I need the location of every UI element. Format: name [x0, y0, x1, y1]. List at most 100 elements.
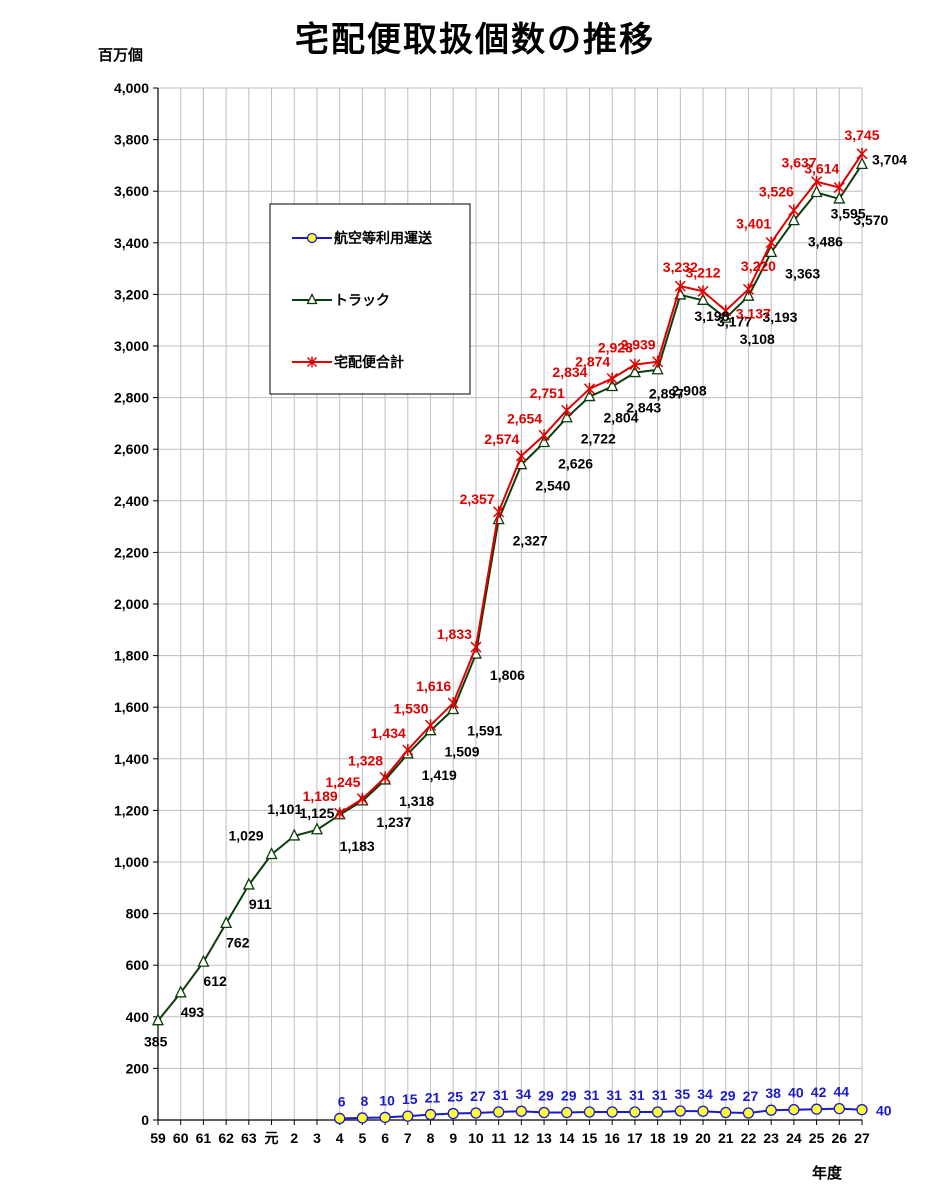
air-data-label: 31	[606, 1087, 622, 1103]
total-data-label: 3,220	[741, 258, 776, 274]
series-2-point	[493, 505, 505, 518]
x-tick-label: 22	[741, 1130, 757, 1146]
air-data-label: 15	[402, 1091, 418, 1107]
gridlines	[157, 87, 863, 1121]
series-0-point	[788, 1104, 800, 1116]
air-data-label: 40	[788, 1085, 804, 1101]
series-0-point	[356, 1112, 369, 1124]
air-data-label: 31	[493, 1087, 509, 1103]
truck-data-label: 493	[181, 1004, 205, 1020]
series-1-point	[538, 435, 551, 448]
series-0-point	[765, 1104, 777, 1116]
truck-data-label: 1,183	[340, 838, 375, 854]
series-2-point	[583, 382, 596, 395]
truck-data-label: 3,704	[872, 151, 907, 167]
total-data-label: 2,939	[621, 337, 656, 353]
x-tick-label: 2	[290, 1130, 298, 1146]
x-tick-label: 25	[809, 1130, 825, 1146]
series-2-point	[424, 719, 437, 732]
series-0-point	[583, 1106, 596, 1118]
series-1-point	[696, 292, 710, 305]
truck-data-label: 2,843	[626, 400, 661, 416]
air-data-label: 27	[470, 1088, 486, 1104]
series-2-point	[811, 175, 823, 188]
x-tick-label: 21	[718, 1130, 734, 1146]
x-tick-label: 13	[536, 1130, 552, 1146]
series-1-point	[151, 1013, 165, 1026]
series-2-point	[606, 372, 618, 385]
series-2-point	[515, 449, 527, 462]
series-0-point	[720, 1106, 732, 1119]
x-tick-label: 26	[832, 1130, 848, 1146]
series-1-point	[833, 191, 846, 204]
truck-data-label: 2,897	[649, 386, 684, 402]
series-2-point	[379, 771, 391, 784]
x-tick-label: 6	[381, 1130, 389, 1146]
legend-marker	[306, 356, 318, 368]
x-tick-label: 11	[491, 1130, 506, 1146]
total-data-label: 1,616	[416, 678, 451, 694]
series-2-point	[674, 280, 686, 293]
total-data-label: 1,328	[348, 752, 383, 768]
legend-marker	[306, 232, 318, 244]
truck-data-label: 2,722	[581, 431, 616, 447]
truck-data-label: 3,193	[762, 309, 797, 325]
series-0-point	[833, 1102, 845, 1115]
truck-data-label: 1,237	[376, 814, 411, 830]
series-2-point	[697, 285, 709, 298]
series-2-point	[334, 807, 346, 820]
y-tick-label: 2,600	[114, 441, 149, 457]
truck-data-label: 3,595	[831, 205, 866, 221]
x-tick-label: 60	[173, 1130, 189, 1146]
total-data-label: 2,751	[530, 385, 565, 401]
truck-data-label: 1,029	[229, 828, 264, 844]
x-tick-label: 27	[854, 1130, 870, 1146]
series-2-point	[765, 236, 777, 249]
x-tick-label: 14	[559, 1130, 575, 1146]
truck-data-label: 3,198	[694, 308, 729, 324]
total-data-label: 3,401	[736, 216, 771, 232]
air-data-label: 38	[765, 1085, 781, 1101]
legend-label: 航空等利用運送	[334, 230, 433, 247]
series-1-point	[197, 954, 210, 967]
air-data-label: 31	[584, 1087, 600, 1103]
air-data-label: 35	[675, 1086, 691, 1102]
series-2-point	[356, 792, 368, 805]
series-2-point	[856, 147, 868, 160]
x-tick-label: 20	[695, 1130, 711, 1146]
air-data-label: 29	[561, 1088, 577, 1104]
y-tick-label: 1,600	[114, 699, 149, 715]
truck-data-label: 1,806	[490, 667, 525, 683]
series-1-point	[310, 822, 324, 835]
x-tick-label: 59	[150, 1130, 166, 1146]
air-data-label: 27	[743, 1088, 759, 1104]
x-tick-label: 24	[786, 1130, 802, 1146]
series-1-point	[560, 410, 573, 423]
truck-data-label: 1,101	[267, 801, 302, 817]
total-data-label: 3,212	[686, 264, 721, 280]
series-1-point	[765, 244, 778, 257]
air-data-label: 21	[425, 1090, 441, 1106]
y-tick-label: 4,000	[114, 80, 149, 96]
total-data-label: 3,232	[663, 259, 698, 275]
x-tick-label: 18	[650, 1130, 666, 1146]
y-tick-label: 0	[141, 1112, 149, 1128]
y-tick-label: 1,000	[114, 854, 149, 870]
series-2-point	[629, 358, 641, 371]
y-tick-label: 200	[126, 1060, 150, 1076]
series-0-point	[424, 1108, 437, 1121]
series-1-point	[242, 877, 255, 890]
series-0-point	[742, 1107, 755, 1119]
air-data-label: 34	[697, 1086, 713, 1102]
series-1-point	[606, 379, 619, 392]
total-data-label: 2,654	[507, 410, 542, 426]
total-data-label: 3,637	[782, 155, 817, 171]
series-2-point	[742, 283, 754, 296]
truck-data-label: 2,626	[558, 455, 593, 471]
axes: 0 200 400 600 800 1,000 1,200 1,400 1,600 1,800 2,…	[114, 80, 870, 1146]
series-0-point	[515, 1105, 528, 1117]
y-tick-label: 3,000	[114, 338, 149, 354]
truck-data-label: 2,804	[603, 410, 638, 426]
